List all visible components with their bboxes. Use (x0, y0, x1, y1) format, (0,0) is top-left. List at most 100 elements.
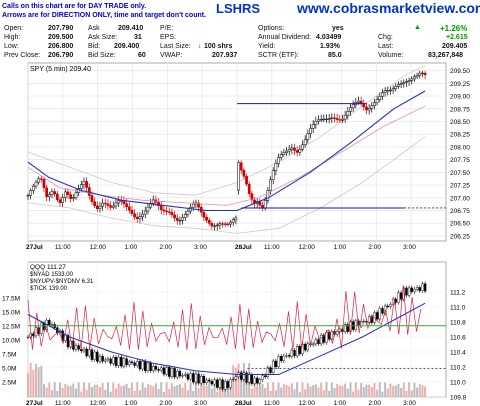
volume-bar (256, 385, 259, 397)
volume-bar (400, 387, 403, 397)
volume-bar (418, 384, 421, 397)
candle-body (218, 223, 222, 226)
candle-body (88, 349, 91, 357)
volume-bar (325, 382, 328, 397)
x-tick-label: 11:00 (264, 244, 280, 251)
volume-bar (106, 382, 109, 397)
candle-body (333, 117, 336, 119)
candle-body (77, 345, 80, 350)
legend-item: $TICK 139.00 (30, 286, 68, 292)
candle-body (63, 191, 67, 198)
candle-body (226, 381, 230, 388)
y-tick-label-left: 10.0M (2, 338, 20, 345)
candle-body (133, 213, 136, 218)
volume-bar (338, 385, 341, 397)
volume-bar (344, 383, 347, 397)
x-tick-label: 11:00 (264, 400, 280, 406)
candle-body (26, 336, 30, 339)
candle-body (197, 373, 200, 384)
candle-body (55, 193, 59, 200)
candle-body (101, 355, 104, 362)
candle-body (394, 86, 398, 89)
volume-bar (40, 365, 43, 397)
volume-bar (130, 382, 133, 397)
volume-bar (53, 382, 56, 397)
candle-body (178, 219, 182, 222)
candle-body (34, 181, 38, 187)
candle-body (85, 348, 88, 357)
candle-body (410, 78, 414, 81)
candle-body (93, 351, 96, 360)
candle-body (317, 119, 320, 122)
volume-bar (61, 388, 64, 397)
volume-bar (170, 383, 173, 397)
candle-body (218, 379, 222, 388)
candle-body (87, 187, 91, 196)
candle-body (325, 332, 328, 343)
y-tick-label: 207.00 (450, 195, 470, 202)
candle-body (357, 100, 360, 103)
volume-bar (138, 390, 141, 397)
x-tick-label: 3:00 (194, 244, 207, 251)
spy-panel-title: SPY (5 min) 209.40 (30, 66, 91, 73)
volume-bar (82, 382, 85, 397)
volume-bar (250, 388, 253, 397)
volume-bar (264, 388, 267, 397)
y-tick-label: 110.2 (450, 365, 466, 372)
candle-body (127, 206, 131, 211)
candle-body (309, 128, 312, 135)
candle-body (322, 118, 326, 121)
volume-bar (293, 389, 296, 397)
candle-body (362, 103, 366, 108)
candle-body (405, 81, 408, 83)
volume-bar (234, 367, 237, 397)
volume-bar (168, 389, 171, 397)
candle-body (240, 372, 243, 380)
candle-body (314, 120, 318, 125)
volume-bar (90, 386, 93, 397)
candle-body (405, 287, 408, 296)
candle-body (216, 379, 219, 388)
candle-body (146, 206, 150, 212)
quote-label: Annual Dividend: (258, 34, 311, 41)
candle-body (287, 148, 291, 152)
volume-bar (32, 369, 35, 397)
candle-body (186, 210, 190, 215)
candle-body (26, 194, 30, 197)
volume-bar (280, 387, 283, 397)
candle-body (130, 209, 134, 215)
candle-body (111, 205, 115, 208)
volume-bar (114, 388, 117, 397)
volume-bar (322, 390, 325, 397)
chart-title-fragment: LSHRS (216, 1, 261, 16)
volume-bar (216, 391, 219, 397)
y-tick-label: 111.0 (450, 305, 466, 312)
y-tick-label: 206.50 (450, 221, 470, 228)
candle-body (389, 89, 392, 92)
volume-bar (77, 382, 80, 397)
candle-body (290, 350, 294, 357)
volume-bar (173, 386, 176, 397)
candle-body (365, 106, 368, 111)
candle-body (271, 360, 275, 373)
x-tick-label: 12:00 (299, 244, 316, 251)
volume-bar (373, 383, 376, 397)
candle-body (226, 223, 230, 226)
volume-bar (186, 390, 189, 397)
candle-body (79, 184, 83, 189)
down-arrow-icon: ↓ (198, 43, 202, 50)
candle-body (421, 283, 424, 291)
volume-bar (101, 382, 104, 397)
candle-body (117, 356, 120, 366)
percent-change: +1.26% (440, 24, 468, 33)
candle-body (253, 377, 256, 384)
quote-value: 209.410 (118, 25, 144, 32)
candle-body (287, 355, 291, 357)
candle-body (367, 316, 371, 323)
volume-bar (240, 370, 243, 397)
candle-body (418, 72, 422, 76)
y-tick-label-left: 2.5M (2, 380, 16, 387)
volume-bar (245, 372, 248, 397)
candle-body (285, 355, 288, 357)
volume-bar (304, 389, 307, 397)
